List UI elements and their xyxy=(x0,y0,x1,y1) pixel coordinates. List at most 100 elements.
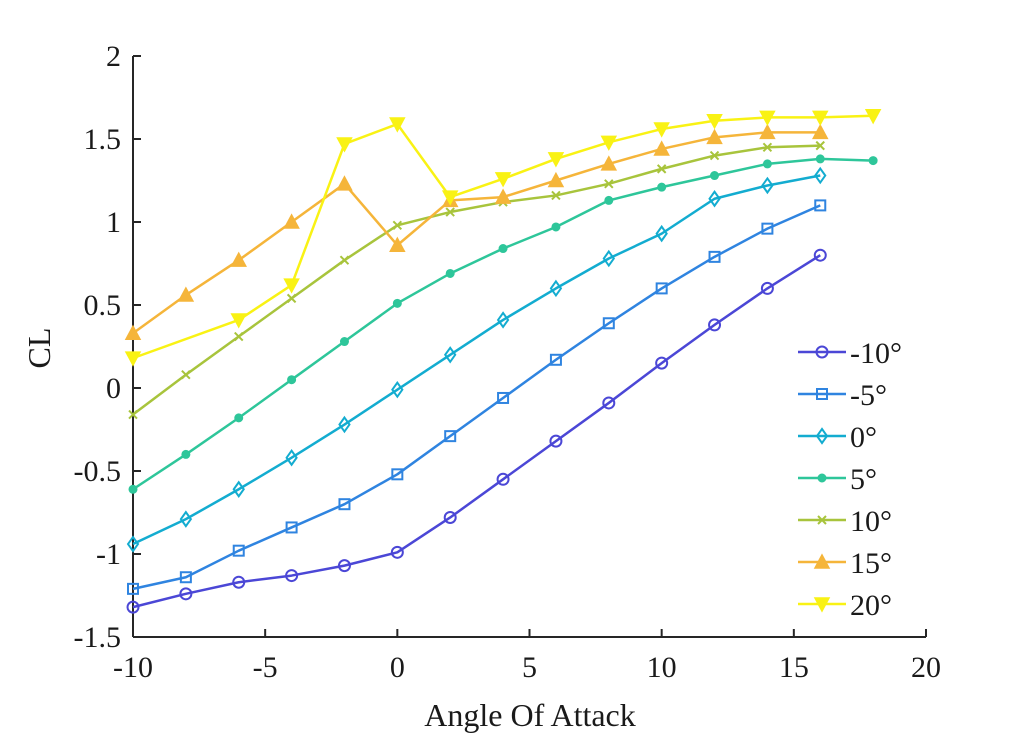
data-point xyxy=(124,324,142,340)
data-point xyxy=(389,117,406,133)
data-point xyxy=(232,575,246,589)
series-4 xyxy=(128,140,825,420)
data-point xyxy=(496,311,510,329)
data-point xyxy=(336,175,353,191)
data-point xyxy=(549,279,563,298)
legend-marker xyxy=(815,427,829,445)
data-point xyxy=(551,222,561,232)
data-point xyxy=(338,415,351,434)
data-point xyxy=(391,380,404,399)
data-point xyxy=(655,356,669,370)
data-point xyxy=(285,569,299,583)
tick-labels: -10 -5 0 5 10 15 20 -1.5 -1 -0.5 0 0.5 1 1.5 2 xyxy=(74,40,942,684)
y-tick-label: -1 xyxy=(96,538,121,571)
legend-entry: 20° xyxy=(798,589,892,622)
data-point xyxy=(234,331,244,342)
data-point xyxy=(549,353,562,366)
series-line xyxy=(132,174,821,546)
series-2 xyxy=(126,166,827,553)
data-point xyxy=(498,244,508,254)
y-tick-label: 1 xyxy=(106,206,121,239)
data-point xyxy=(602,396,616,410)
data-point xyxy=(232,480,245,498)
data-point xyxy=(761,222,774,235)
data-point xyxy=(234,413,244,423)
data-point xyxy=(392,298,402,308)
data-point xyxy=(128,484,138,494)
legend-marker xyxy=(816,388,828,400)
legend-marker xyxy=(817,473,827,483)
data-point xyxy=(759,110,776,127)
data-point xyxy=(708,250,721,263)
legend-marker xyxy=(817,515,827,525)
legend-marker xyxy=(813,553,831,569)
y-tick-label: 2 xyxy=(106,40,121,73)
data-point xyxy=(230,313,247,329)
data-point xyxy=(812,123,829,140)
series-1 xyxy=(127,199,827,595)
data-point xyxy=(441,190,459,206)
y-tick-label: 0 xyxy=(106,372,121,405)
legend: -10° -5° 0° 5° 10° 15° 20° xyxy=(798,337,902,622)
data-point xyxy=(762,159,772,169)
data-point xyxy=(604,195,614,205)
data-point xyxy=(653,140,670,156)
data-point xyxy=(813,248,827,262)
data-point xyxy=(653,122,670,138)
legend-label: -5° xyxy=(850,379,887,412)
data-point xyxy=(600,135,618,151)
series-0 xyxy=(126,248,827,614)
legend-label: 0° xyxy=(850,421,877,454)
data-point xyxy=(338,498,351,511)
data-point xyxy=(656,164,667,174)
legend-entry: 15° xyxy=(798,547,892,580)
legend-label: 10° xyxy=(850,505,892,538)
series-line xyxy=(132,114,874,360)
x-axis-title: Angle Of Attack xyxy=(424,697,636,733)
data-point xyxy=(286,293,297,304)
data-point xyxy=(285,521,298,534)
data-point xyxy=(127,582,139,595)
data-point xyxy=(710,171,720,181)
legend-label: 15° xyxy=(850,547,892,580)
axes xyxy=(132,55,927,638)
data-point xyxy=(604,179,614,189)
data-point xyxy=(443,510,457,524)
y-tick-label: 0.5 xyxy=(84,289,122,322)
data-point xyxy=(124,351,142,367)
data-point xyxy=(283,278,300,294)
series-3 xyxy=(128,154,878,494)
data-point xyxy=(706,128,723,145)
data-point xyxy=(181,449,191,459)
data-point xyxy=(128,409,138,420)
series-line xyxy=(132,204,821,591)
data-point xyxy=(232,544,245,557)
data-point xyxy=(179,510,193,528)
legend-entry: -10° xyxy=(798,337,902,370)
data-point xyxy=(602,317,615,330)
data-point xyxy=(179,587,193,601)
legend-label: 20° xyxy=(850,589,892,622)
x-tick-label: -5 xyxy=(253,651,278,684)
data-point xyxy=(494,188,512,204)
x-tick-label: 10 xyxy=(647,651,677,684)
legend-entry: -5° xyxy=(798,379,887,412)
data-point xyxy=(496,472,510,486)
data-point xyxy=(390,545,404,559)
data-point xyxy=(283,213,300,229)
data-point xyxy=(864,109,882,125)
y-tick-label: 1.5 xyxy=(84,123,122,156)
data-point xyxy=(230,251,247,267)
data-point xyxy=(706,113,723,130)
plot-series xyxy=(124,109,882,614)
data-point xyxy=(815,154,825,164)
data-point xyxy=(547,171,565,188)
data-point xyxy=(336,137,353,153)
data-point xyxy=(814,199,827,212)
data-point xyxy=(126,600,140,614)
data-point xyxy=(497,391,510,404)
data-point xyxy=(339,255,350,265)
data-point xyxy=(339,337,349,347)
